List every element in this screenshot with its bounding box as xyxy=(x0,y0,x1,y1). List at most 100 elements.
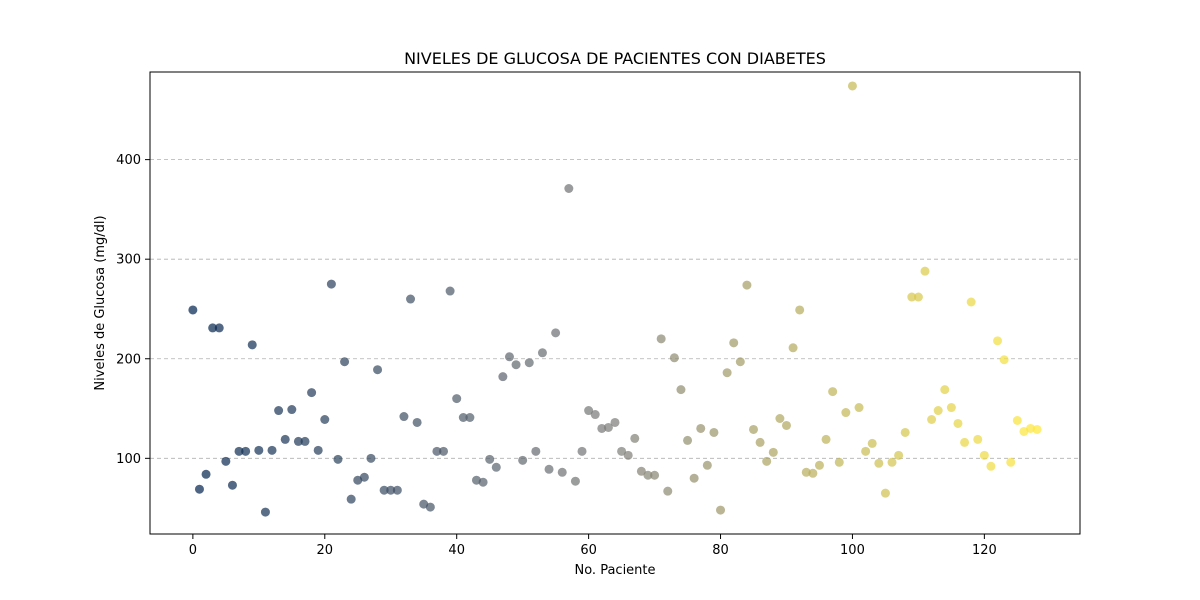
data-point xyxy=(201,469,211,479)
x-axis-ticks: 0 20 40 60 80 100 120 xyxy=(189,534,997,558)
data-point xyxy=(293,436,303,446)
data-point xyxy=(610,417,620,427)
data-point xyxy=(669,353,679,363)
data-point xyxy=(781,420,791,430)
data-point xyxy=(656,334,666,344)
data-point xyxy=(630,433,640,443)
data-point xyxy=(927,414,937,424)
x-axis-label: No. Paciente xyxy=(574,563,655,578)
data-point xyxy=(907,292,917,302)
data-point xyxy=(729,338,739,348)
data-point xyxy=(880,488,890,498)
data-point xyxy=(1032,424,1042,434)
y-tick-label: 300 xyxy=(116,253,141,268)
data-point xyxy=(742,280,752,290)
x-tick-label: 0 xyxy=(189,543,197,558)
data-point xyxy=(359,472,369,482)
data-point xyxy=(280,434,290,444)
data-point xyxy=(676,385,686,395)
data-point xyxy=(570,476,580,486)
data-point xyxy=(603,422,613,432)
data-point xyxy=(485,454,495,464)
x-tick-label: 120 xyxy=(972,543,997,558)
data-point xyxy=(445,286,455,296)
data-point xyxy=(584,406,594,416)
grid-lines xyxy=(150,159,1080,459)
data-point xyxy=(940,385,950,395)
data-point xyxy=(333,454,343,464)
data-point xyxy=(814,460,824,470)
x-tick-label: 80 xyxy=(712,543,729,558)
data-point xyxy=(465,413,475,423)
data-point xyxy=(234,446,244,456)
data-point xyxy=(689,473,699,483)
data-point xyxy=(623,450,633,460)
data-point xyxy=(300,436,310,446)
data-point xyxy=(861,446,871,456)
y-tick-label: 100 xyxy=(116,452,141,467)
data-point xyxy=(518,455,528,465)
data-point xyxy=(696,423,706,433)
data-point xyxy=(913,292,923,302)
data-point xyxy=(722,368,732,378)
data-point xyxy=(287,405,297,415)
y-axis-ticks: 100 200 300 400 xyxy=(116,153,150,467)
data-point xyxy=(979,450,989,460)
data-point xyxy=(887,457,897,467)
data-point xyxy=(854,403,864,413)
data-point xyxy=(966,297,976,307)
data-point xyxy=(267,445,277,455)
data-point xyxy=(208,323,218,333)
data-point xyxy=(788,343,798,353)
data-point xyxy=(432,446,442,456)
data-point xyxy=(307,388,317,398)
data-point xyxy=(498,372,508,382)
data-point xyxy=(597,423,607,433)
x-tick-label: 60 xyxy=(580,543,597,558)
data-point xyxy=(577,446,587,456)
data-point xyxy=(874,458,884,468)
data-point xyxy=(544,464,554,474)
data-point xyxy=(227,480,237,490)
data-point xyxy=(946,403,956,413)
data-point xyxy=(274,406,284,416)
data-point xyxy=(993,336,1003,346)
data-point xyxy=(735,357,745,367)
data-point xyxy=(768,447,778,457)
data-point xyxy=(260,507,270,517)
data-point xyxy=(524,358,534,368)
data-point xyxy=(194,484,204,494)
data-point xyxy=(643,470,653,480)
data-point xyxy=(379,485,389,495)
data-point xyxy=(960,437,970,447)
plot-frame xyxy=(149,71,1081,535)
data-point xyxy=(801,467,811,477)
data-point xyxy=(762,456,772,466)
data-point xyxy=(828,387,838,397)
data-point xyxy=(1026,423,1036,433)
data-point xyxy=(999,355,1009,365)
data-point xyxy=(590,410,600,420)
data-point xyxy=(755,437,765,447)
data-point xyxy=(511,360,521,370)
data-point xyxy=(894,450,904,460)
data-point xyxy=(986,461,996,471)
data-point xyxy=(346,494,356,504)
data-point xyxy=(320,414,330,424)
data-point xyxy=(188,305,198,315)
data-point xyxy=(617,446,627,456)
data-point xyxy=(326,279,336,289)
data-point xyxy=(386,485,396,495)
data-point xyxy=(683,435,693,445)
data-point xyxy=(709,427,719,437)
chart-title: NIVELES DE GLUCOSA DE PACIENTES CON DIAB… xyxy=(404,49,826,68)
data-point xyxy=(247,340,257,350)
data-point xyxy=(716,505,726,515)
data-point xyxy=(340,357,350,367)
data-point xyxy=(1012,415,1022,425)
data-point xyxy=(478,477,488,487)
data-point xyxy=(214,323,224,333)
y-axis-label: Niveles de Glucosa (mg/dl) xyxy=(93,215,108,390)
data-point xyxy=(663,486,673,496)
